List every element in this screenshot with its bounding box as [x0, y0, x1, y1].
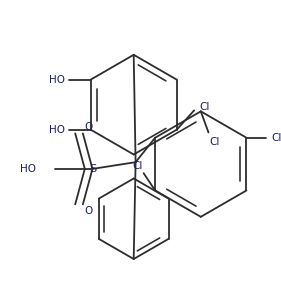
Text: HO: HO [49, 75, 65, 85]
Text: O: O [85, 122, 93, 132]
Text: O: O [85, 206, 93, 216]
Text: HO: HO [20, 164, 36, 174]
Text: Cl: Cl [209, 137, 219, 147]
Text: HO: HO [49, 125, 65, 135]
Text: Cl: Cl [133, 160, 143, 170]
Text: S: S [89, 164, 96, 174]
Text: Cl: Cl [271, 133, 281, 143]
Text: Cl: Cl [200, 102, 210, 112]
